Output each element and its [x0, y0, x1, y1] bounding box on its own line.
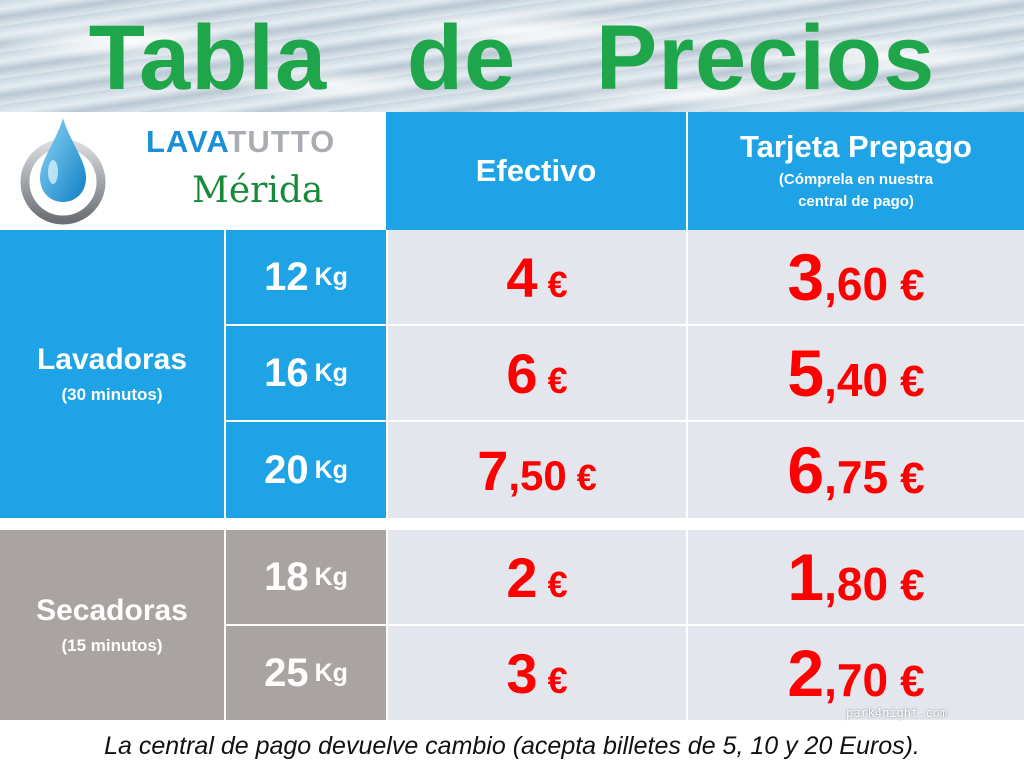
card-price-3: 6,75 €: [688, 422, 1024, 518]
kg-cell-2: 16 Kg: [226, 326, 386, 420]
kg-value: 16: [264, 350, 309, 395]
kg-cell-4: 18 Kg: [226, 530, 386, 624]
brand-part-1: LAVA: [146, 124, 228, 159]
brand-city: Mérida: [192, 170, 324, 211]
header-card-note-2: central de pago): [798, 193, 914, 210]
card-price-1: 3,60 €: [688, 230, 1024, 324]
footer-note: La central de pago devuelve cambio (acep…: [104, 732, 920, 760]
cash-price-2: 6 €: [388, 326, 686, 420]
price-decimal: ,70: [824, 654, 889, 706]
price-decimal: ,80: [824, 558, 889, 610]
kg-value: 25: [264, 650, 309, 695]
kg-cell-5: 25 Kg: [226, 626, 386, 720]
group-washers: Lavadoras (30 minutos): [0, 230, 224, 518]
header-card-label: Tarjeta Prepago: [739, 129, 972, 164]
card-price-5: 2,70 €: [688, 626, 1024, 720]
euro-sign: €: [547, 563, 568, 605]
group-washers-label: Lavadoras: [36, 343, 188, 376]
water-drop-icon: [20, 118, 106, 225]
cash-price-5: 3 €: [388, 626, 686, 720]
euro-sign: €: [547, 659, 568, 701]
euro-sign: €: [900, 357, 925, 406]
price-integer: 1: [787, 540, 825, 614]
euro-sign: €: [900, 561, 925, 610]
price-integer: 5: [787, 336, 825, 410]
cash-price-1: 4 €: [388, 230, 686, 324]
kg-value: 12: [264, 254, 309, 299]
euro-sign: €: [900, 454, 925, 503]
price-integer: 2: [506, 545, 538, 609]
group-washers-duration: (30 minutos): [61, 385, 163, 404]
kg-value: 18: [264, 554, 309, 599]
header-card-note-1: (Cómprela en nuestra: [778, 171, 934, 188]
kg-cell-3: 20 Kg: [226, 422, 386, 518]
kg-unit: Kg: [314, 658, 348, 687]
brand-part-2: TUTTO: [227, 124, 336, 159]
header-cash-label: Efectivo: [475, 153, 597, 188]
header-card: Tarjeta Prepago (Cómprela en nuestra cen…: [688, 112, 1024, 230]
euro-sign: €: [900, 657, 925, 706]
group-dryers-label: Secadoras: [36, 594, 188, 627]
brand-name: LAVATUTTO: [146, 124, 335, 160]
price-integer: 3: [787, 240, 825, 314]
cash-price-4: 2 €: [388, 530, 686, 624]
card-price-2: 5,40 €: [688, 326, 1024, 420]
euro-sign: €: [547, 263, 568, 305]
price-integer: 7: [477, 438, 509, 502]
price-integer: 6: [787, 433, 825, 507]
price-integer: 4: [506, 245, 538, 309]
watermark: park4night.com: [846, 706, 948, 720]
euro-sign: €: [900, 261, 925, 310]
header-cash: Efectivo: [386, 112, 686, 230]
price-decimal: ,50: [508, 451, 567, 499]
price-integer: 6: [506, 341, 538, 405]
kg-unit: Kg: [314, 358, 348, 387]
price-integer: 2: [787, 636, 825, 710]
kg-value: 20: [264, 447, 309, 492]
kg-unit: Kg: [314, 262, 348, 291]
price-decimal: ,40: [824, 354, 889, 406]
group-dryers: Secadoras (15 minutos): [0, 530, 224, 720]
price-decimal: ,60: [824, 258, 889, 310]
euro-sign: €: [576, 456, 597, 498]
page-title: Tabla de Precios: [88, 7, 936, 109]
kg-unit: Kg: [314, 455, 348, 484]
group-dryers-duration: (15 minutos): [61, 636, 163, 655]
price-integer: 3: [506, 641, 538, 705]
kg-cell-1: 12 Kg: [226, 230, 386, 324]
euro-sign: €: [547, 359, 568, 401]
cash-price-3: 7,50 €: [388, 422, 686, 518]
card-price-4: 1,80 €: [688, 530, 1024, 624]
water-banner: [0, 0, 1024, 112]
kg-unit: Kg: [314, 562, 348, 591]
price-decimal: ,75: [824, 451, 889, 503]
